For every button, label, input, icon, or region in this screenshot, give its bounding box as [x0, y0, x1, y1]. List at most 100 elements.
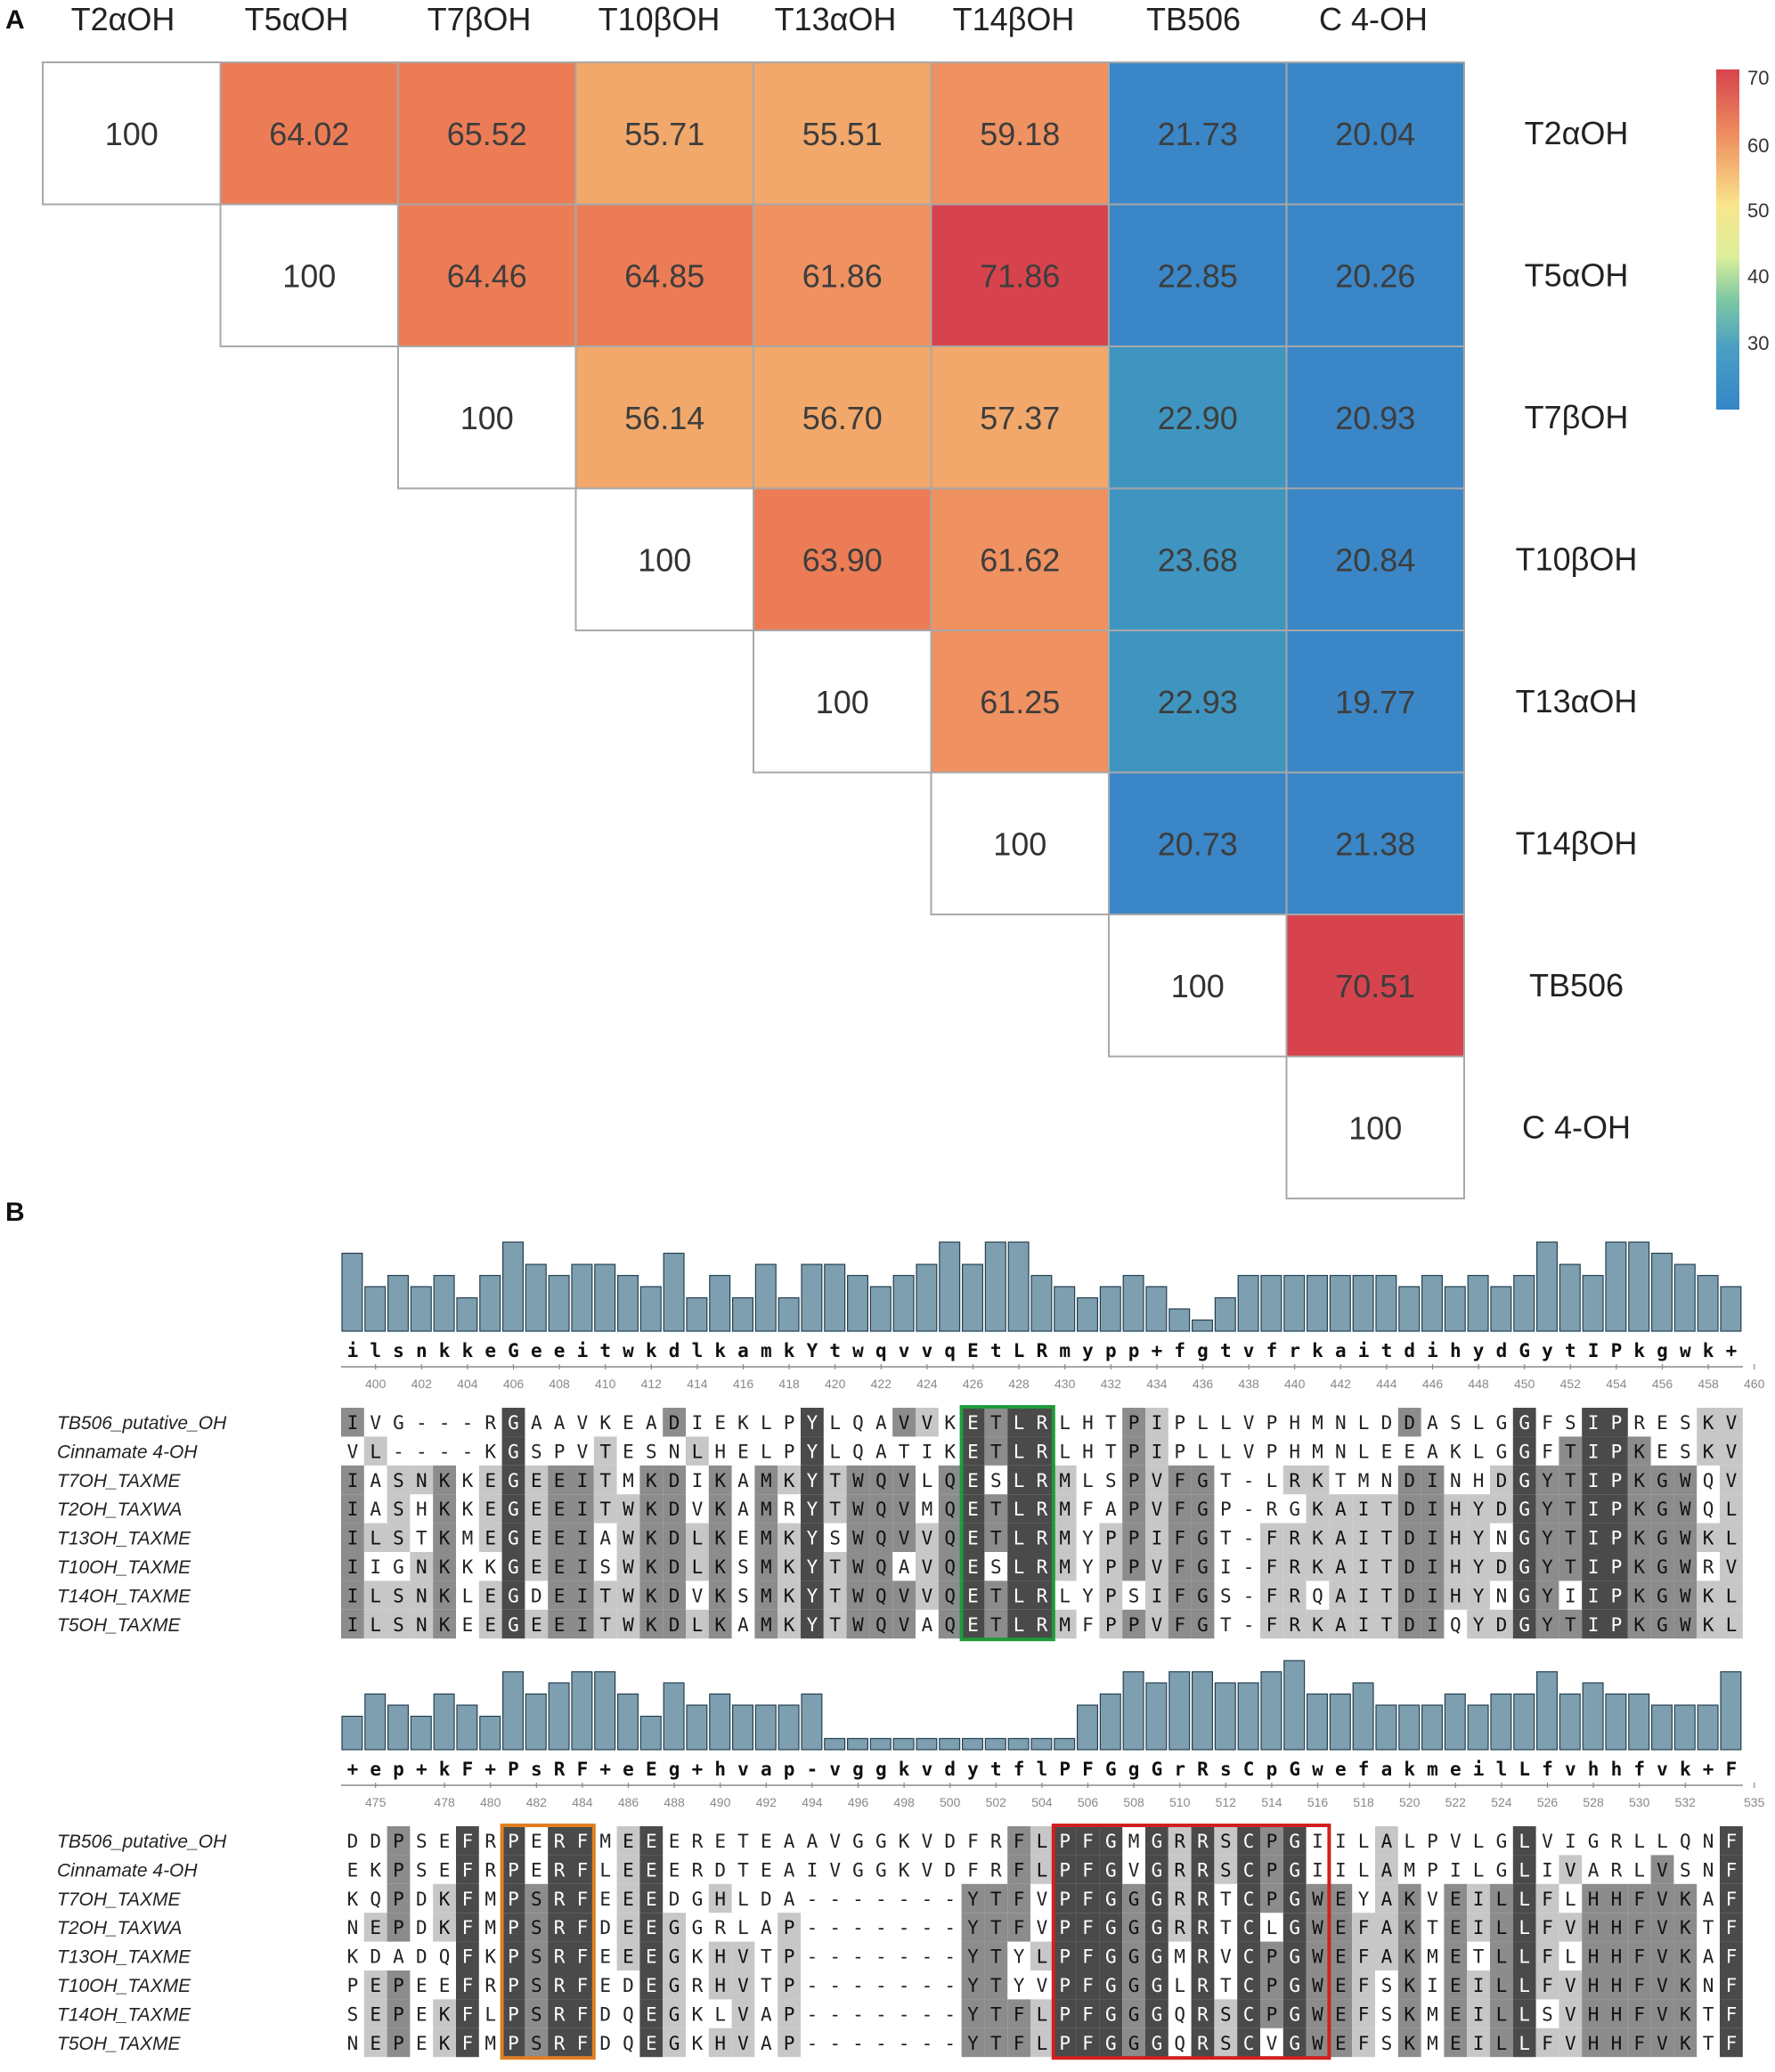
residue-shade — [1535, 1552, 1559, 1581]
residue-shade — [1191, 1941, 1215, 1970]
residue: E — [646, 1889, 657, 1910]
residue-shade — [387, 1999, 411, 2028]
residue: L — [1014, 1528, 1025, 1549]
residue-shade — [1099, 1999, 1123, 2028]
residue-shade — [1053, 1970, 1077, 2000]
residue: G — [669, 1946, 680, 1968]
residue: N — [1335, 1412, 1347, 1434]
heatmap-cell — [219, 203, 399, 347]
residue-shade — [1053, 1999, 1077, 2028]
residue: G — [1152, 1831, 1163, 1852]
residue: A — [554, 1412, 566, 1434]
residue-shade — [1375, 1883, 1398, 1914]
residue: M — [1404, 1859, 1415, 1881]
residue-shade — [892, 1523, 916, 1552]
residue: Q — [1174, 2003, 1185, 2025]
residue: H — [1450, 1556, 1462, 1578]
residue-shade — [1191, 1552, 1215, 1581]
conservation-bar — [1054, 1286, 1076, 1332]
residue: I — [1427, 1556, 1438, 1578]
position-label: 428 — [1008, 1377, 1030, 1391]
heatmap-cell — [1285, 345, 1465, 490]
residue: M — [1059, 1556, 1071, 1578]
residue: Y — [807, 1412, 818, 1434]
residue: G — [1128, 2003, 1140, 2025]
consensus-letter: v — [829, 1759, 841, 1780]
residue-shade — [1329, 1941, 1353, 1970]
conservation-bar — [1628, 1241, 1650, 1332]
conservation-bar — [1697, 1704, 1719, 1751]
col-label-tb506: TB506 — [1146, 1, 1241, 37]
residue-shade — [1282, 1552, 1307, 1581]
residue: T — [599, 1585, 611, 1606]
residue-shade — [1720, 1523, 1743, 1552]
residue: K — [439, 1470, 451, 1491]
residue: P — [1059, 2033, 1071, 2054]
residue-shade — [869, 1609, 893, 1639]
residue-shade — [1444, 1999, 1468, 2028]
conservation-bar — [594, 1670, 616, 1751]
residue: C — [1243, 2003, 1255, 2025]
residue-shade — [525, 1609, 549, 1639]
conservation-bar — [1720, 1670, 1742, 1751]
residue-shade — [1605, 1408, 1628, 1437]
residue: I — [1427, 1470, 1438, 1491]
conservation-bar — [525, 1693, 547, 1751]
residue: A — [599, 1528, 611, 1549]
residue: C — [1243, 1831, 1255, 1852]
position-label: 426 — [963, 1377, 984, 1391]
consensus-letter: + — [1703, 1759, 1714, 1780]
sequence-name: T2OH_TAXWA — [57, 1499, 182, 1520]
residue-shade — [1559, 1494, 1583, 1524]
residue-shade — [1191, 1826, 1215, 1856]
residue-shade — [1329, 1552, 1353, 1581]
residue: E — [737, 1441, 749, 1462]
residue-shade — [869, 1465, 893, 1495]
residue-shade — [1650, 1552, 1674, 1581]
residue-shade — [1282, 1826, 1307, 1856]
residue-shade — [1306, 1465, 1330, 1495]
position-label: 486 — [618, 1795, 639, 1809]
residue: V — [692, 1585, 704, 1606]
residue: V — [1152, 1470, 1163, 1491]
cell-value: 61.86 — [802, 257, 883, 294]
residue-shade — [961, 1436, 985, 1466]
residue-shade — [663, 1408, 686, 1437]
residue: D — [1404, 1556, 1415, 1578]
residue: S — [1105, 1470, 1117, 1491]
residue: A — [1381, 1917, 1393, 1938]
conservation-bar — [1099, 1286, 1121, 1332]
residue: F — [1082, 1975, 1094, 1996]
residue-shade — [663, 1580, 686, 1610]
residue: E — [1450, 1889, 1462, 1910]
residue-shade — [1421, 1465, 1445, 1495]
residue-shade — [1582, 1609, 1605, 1639]
residue: V — [1037, 1917, 1048, 1938]
residue: Y — [1082, 1585, 1094, 1606]
sequence-name: T14OH_TAXME — [57, 1586, 191, 1606]
conservation-bar — [1237, 1274, 1259, 1332]
residue-shade — [1375, 1609, 1398, 1639]
conservation-bar — [1673, 1704, 1696, 1751]
residue: - — [829, 1946, 841, 1968]
conservation-bar — [1375, 1704, 1397, 1751]
residue: W — [852, 1556, 864, 1578]
residue: P — [1611, 1499, 1623, 1520]
position-label: 442 — [1331, 1377, 1352, 1391]
cell-value: 59.18 — [980, 116, 1060, 152]
residue-shade — [341, 1523, 364, 1552]
residue: R — [1197, 1917, 1209, 1938]
residue-shade — [1444, 1883, 1468, 1914]
residue-shade — [571, 1970, 594, 2000]
residue-shade — [1673, 1580, 1698, 1610]
consensus-letter: G — [1152, 1759, 1163, 1780]
cell-value: 20.84 — [1335, 541, 1415, 578]
consensus-letter: e — [484, 1340, 496, 1361]
residue: Y — [1473, 1528, 1485, 1549]
residue: T — [1565, 1528, 1576, 1549]
residue: K — [692, 2033, 704, 2054]
residue: V — [1565, 2033, 1576, 2054]
cell-value: 22.90 — [1158, 400, 1238, 436]
consensus-letter: f — [1266, 1340, 1278, 1361]
residue: A — [761, 2003, 772, 2025]
